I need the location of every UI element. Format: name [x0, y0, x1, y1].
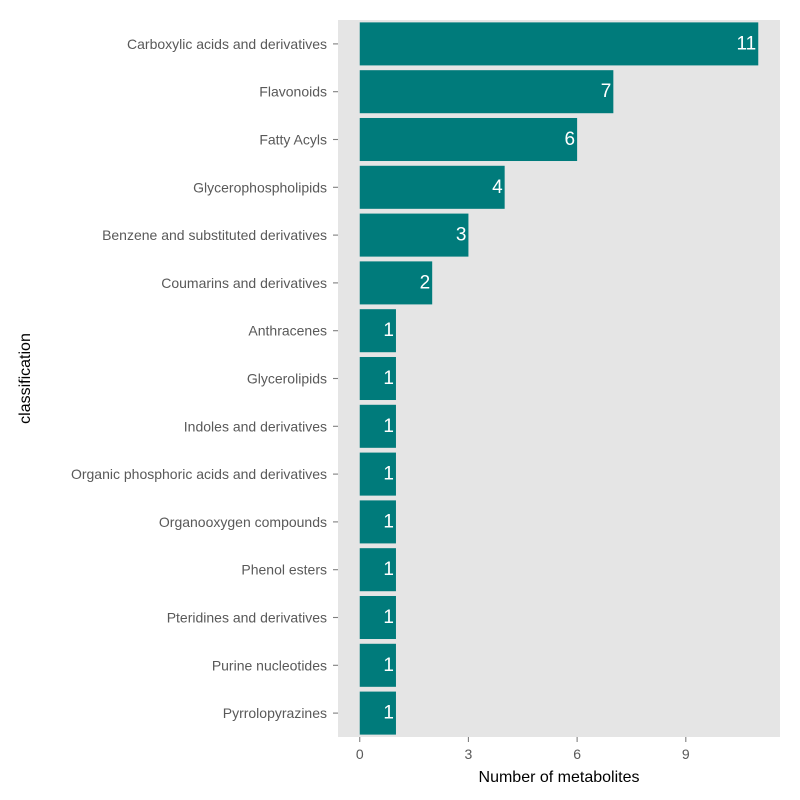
bar: [359, 452, 396, 496]
bar: [359, 643, 396, 687]
x-tick-label: 3: [465, 746, 473, 762]
bar-value-label: 1: [383, 464, 394, 485]
bar: [359, 117, 578, 162]
category-label: Indoles and derivatives: [184, 418, 327, 434]
bar: [359, 691, 396, 735]
category-label: Organooxygen compounds: [159, 514, 327, 530]
x-axis-title: Number of metabolites: [479, 769, 640, 786]
bar: [359, 309, 396, 353]
y-axis-title: classification: [17, 333, 34, 424]
category-label: Phenol esters: [241, 562, 327, 578]
category-label: Purine nucleotides: [212, 657, 327, 673]
bar: [359, 356, 396, 401]
y-axis-category-labels: Carboxylic acids and derivatives Flavonoi…: [71, 36, 327, 721]
category-label: Pteridines and derivatives: [167, 610, 327, 626]
category-label: Organic phosphoric acids and derivatives: [71, 466, 327, 482]
bar-value-label: 1: [383, 559, 394, 580]
bar: [359, 70, 614, 114]
bar-value-label: 1: [383, 368, 394, 389]
category-label: Fatty Acyls: [259, 132, 327, 148]
x-tick-label: 9: [682, 746, 690, 762]
bar: [359, 261, 433, 305]
category-label: Anthracenes: [248, 323, 327, 339]
bar-value-label: 1: [383, 607, 394, 628]
bar-value-label: 1: [383, 655, 394, 676]
bar: [359, 213, 469, 257]
category-label: Glycerolipids: [247, 371, 327, 387]
x-tick-label: 6: [573, 746, 581, 762]
bar-value-label: 1: [383, 320, 394, 341]
bars: [359, 22, 759, 735]
category-label: Benzene and substituted derivatives: [102, 227, 327, 243]
bar: [359, 404, 396, 448]
category-label: Flavonoids: [259, 84, 327, 100]
bar-value-label: 1: [383, 703, 394, 724]
x-tick-label: 0: [356, 746, 364, 762]
bar-value-label: 2: [420, 272, 431, 293]
bar-value-label: 7: [601, 81, 612, 102]
bar: [359, 548, 396, 592]
category-label: Carboxylic acids and derivatives: [127, 36, 327, 52]
category-label: Coumarins and derivatives: [161, 275, 327, 291]
category-label: Glycerophospholipids: [193, 179, 327, 195]
x-axis-ticks: [359, 737, 687, 742]
bar-value-label: 1: [383, 416, 394, 437]
bar: [359, 22, 759, 66]
bar-value-label: 6: [565, 129, 576, 150]
bar: [359, 500, 396, 544]
category-label: Pyrrolopyrazines: [223, 705, 327, 721]
bar: [359, 595, 396, 640]
bar: [359, 165, 505, 209]
bar-value-label: 11: [737, 33, 757, 54]
y-axis-ticks: [333, 43, 338, 714]
x-axis-tick-labels: 0 3 6 9: [356, 746, 690, 762]
bar-value-label: 1: [383, 511, 394, 532]
bar-value-label: 3: [456, 225, 467, 246]
bar-value-label: 4: [492, 177, 503, 198]
